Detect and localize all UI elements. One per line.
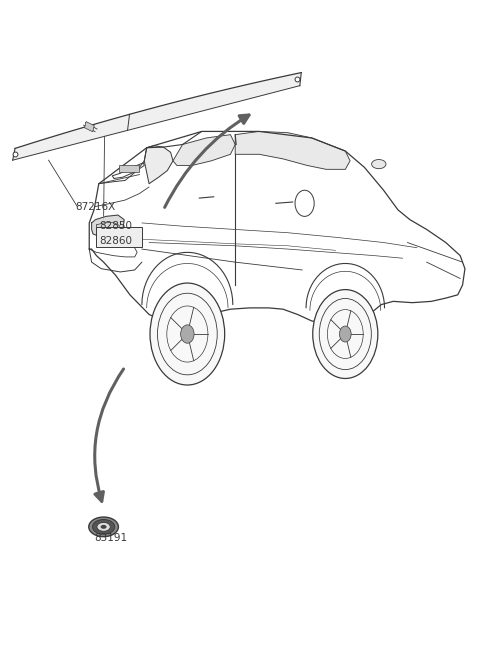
Ellipse shape <box>97 523 110 531</box>
Ellipse shape <box>101 525 107 529</box>
Polygon shape <box>235 132 350 170</box>
Bar <box>96 227 142 247</box>
Bar <box>120 166 140 172</box>
Circle shape <box>313 290 378 379</box>
Polygon shape <box>144 146 173 183</box>
Circle shape <box>150 283 225 385</box>
Circle shape <box>339 326 351 342</box>
Text: 82860: 82860 <box>99 236 132 246</box>
Ellipse shape <box>372 160 386 169</box>
Ellipse shape <box>93 519 115 534</box>
Bar <box>84 122 94 132</box>
Text: 87216X: 87216X <box>75 202 115 212</box>
Polygon shape <box>173 135 235 166</box>
Polygon shape <box>12 73 301 160</box>
Text: 83191: 83191 <box>94 533 127 543</box>
Text: 82850: 82850 <box>99 221 132 231</box>
Ellipse shape <box>89 517 119 536</box>
Polygon shape <box>92 215 124 236</box>
Circle shape <box>180 325 194 343</box>
